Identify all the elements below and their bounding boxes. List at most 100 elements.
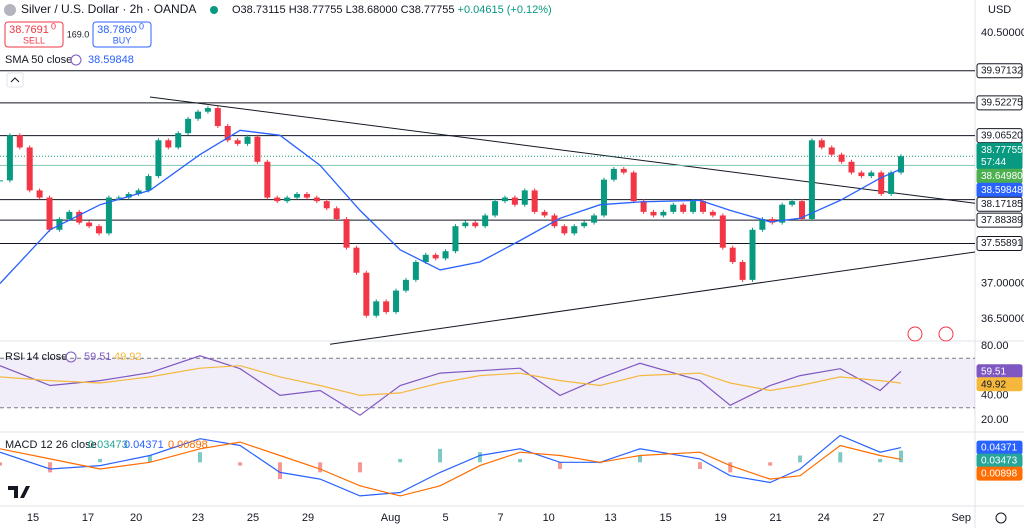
candle [828, 147, 835, 155]
macd-histogram-bar [98, 458, 103, 463]
candle [402, 279, 409, 291]
axis-label-box [976, 466, 1023, 481]
axis-label-box [976, 212, 1023, 228]
rsi-line [0, 355, 902, 416]
candle [898, 156, 905, 173]
rsi-line [0, 365, 902, 397]
candle [165, 140, 172, 148]
candle [323, 201, 330, 209]
ohlc-open: O38.73115 [232, 4, 286, 16]
y-tick-label: 80.00 [981, 340, 1009, 352]
candle [343, 219, 350, 248]
candle [561, 226, 568, 234]
macd-axis-label: 0.00898 [981, 469, 1018, 480]
ohlc-high: H38.77755 [289, 4, 343, 16]
macd-histogram-bar [638, 455, 643, 463]
macd-histogram-bar [838, 452, 843, 463]
candle [145, 176, 152, 191]
signal-legend-value: 0.00898 [168, 439, 208, 451]
ohlc-close: C38.77755 [401, 4, 455, 16]
settings-icon[interactable] [70, 54, 82, 66]
settings-icon[interactable] [65, 351, 77, 363]
candle [511, 197, 518, 205]
candle [264, 161, 271, 198]
candle [769, 219, 776, 223]
level-label: 39.52275 [981, 98, 1023, 109]
x-tick-label: 20 [130, 512, 142, 524]
candle [759, 219, 766, 230]
candle [333, 208, 340, 220]
sell-button[interactable] [4, 21, 64, 48]
candle [719, 215, 726, 248]
macd-histogram-bar [147, 455, 152, 463]
macd-histogram-bar [197, 452, 202, 463]
candle [303, 193, 310, 198]
candle [363, 272, 370, 316]
candle [115, 197, 122, 199]
candle [452, 226, 459, 252]
x-tick-label: Aug [381, 512, 401, 524]
candle [254, 136, 261, 162]
candle [125, 193, 132, 198]
candle [0, 180, 3, 182]
candle [244, 136, 251, 144]
candle [541, 211, 548, 216]
collapse-button[interactable] [6, 72, 24, 88]
candle [492, 201, 499, 216]
macd-histogram-bar [899, 450, 904, 463]
candle [789, 201, 796, 205]
macd-histogram-bar [318, 462, 323, 473]
candle [482, 215, 489, 227]
ohlc: O38.73115 H38.77755 L38.68000 C38.77755 … [232, 4, 552, 16]
buy-price-sup: 0 [139, 21, 144, 31]
candle [888, 172, 895, 194]
x-tick-label: 5 [442, 512, 448, 524]
candle [46, 197, 53, 230]
y-tick-label: 20.00 [981, 414, 1009, 426]
buy-price: 38.7860 [97, 24, 137, 36]
candle [26, 147, 33, 191]
trendline [329, 251, 976, 345]
ohlc-change: +0.04615 (+0.12%) [458, 4, 552, 16]
y-tick-label: 40.00 [981, 389, 1009, 401]
candle [36, 190, 43, 198]
candle [838, 154, 845, 162]
macd-histogram-bar [477, 452, 482, 463]
candle [521, 190, 528, 205]
buy-button[interactable] [92, 21, 152, 48]
macd-histogram-bar [878, 458, 883, 463]
candle [214, 108, 221, 126]
axis-label-box [976, 128, 1023, 144]
y-tick-label: 40.50000 [981, 27, 1024, 39]
candle [6, 135, 13, 181]
y-tick-label: 36.50000 [981, 313, 1024, 325]
macd-hist-legend-value: 0.03473 [88, 439, 128, 451]
macd-axis-label: 0.03473 [981, 456, 1018, 467]
sell-label: SELL [23, 35, 45, 45]
event-icon[interactable] [907, 326, 923, 342]
candle [709, 211, 716, 216]
sell-price-sup: 0 [51, 21, 56, 31]
macd-histogram-bar [518, 458, 523, 463]
macd-axis-label: 0.04371 [981, 443, 1018, 454]
spread: 169.0 [67, 29, 90, 39]
candle [610, 168, 617, 180]
candle [729, 247, 736, 262]
candle [175, 133, 182, 148]
candle [749, 229, 756, 280]
candle [383, 301, 390, 313]
x-tick-label: 17 [82, 512, 94, 524]
macd-legend-value: 0.04371 [124, 439, 164, 451]
candle [620, 168, 627, 173]
settings-button[interactable] [995, 512, 1007, 524]
axis-label-box [976, 377, 1023, 392]
sma-price-label: 38.59848 [981, 185, 1023, 196]
candle [224, 125, 231, 141]
event-icon[interactable] [938, 326, 954, 342]
collapse-icon [10, 77, 20, 83]
x-tick-label: 7 [498, 512, 504, 524]
rsi-legend-title: RSI 14 close [5, 351, 67, 363]
